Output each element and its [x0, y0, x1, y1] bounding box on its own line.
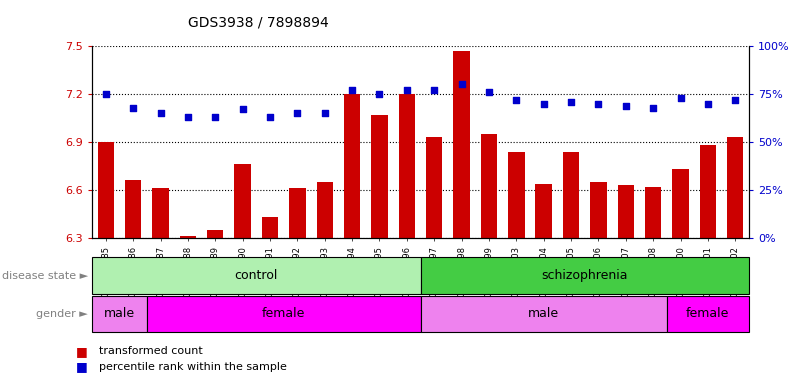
Text: female: female — [262, 308, 305, 320]
Point — [127, 104, 139, 111]
Bar — [453, 51, 469, 238]
Point — [702, 101, 714, 107]
Bar — [98, 142, 114, 238]
Bar — [372, 115, 388, 238]
Point — [592, 101, 605, 107]
Point — [537, 101, 550, 107]
Bar — [563, 152, 579, 238]
Bar — [508, 152, 525, 238]
Point — [182, 114, 195, 120]
Text: control: control — [235, 269, 278, 282]
Bar — [179, 237, 196, 238]
Bar — [618, 185, 634, 238]
Point — [373, 91, 386, 97]
Point — [619, 103, 632, 109]
Text: gender ►: gender ► — [36, 309, 88, 319]
Bar — [207, 230, 223, 238]
Text: percentile rank within the sample: percentile rank within the sample — [99, 362, 287, 372]
Bar — [481, 134, 497, 238]
Bar — [645, 187, 662, 238]
Bar — [535, 184, 552, 238]
Text: schizophrenia: schizophrenia — [541, 269, 628, 282]
Bar — [672, 169, 689, 238]
Bar — [235, 164, 251, 238]
Point — [99, 91, 112, 97]
Bar — [289, 189, 306, 238]
Point — [455, 81, 468, 88]
Text: ■: ■ — [76, 360, 88, 373]
Point — [510, 97, 523, 103]
Point — [400, 87, 413, 93]
Text: male: male — [528, 308, 559, 320]
Text: male: male — [104, 308, 135, 320]
Text: disease state ►: disease state ► — [2, 270, 88, 281]
Point — [428, 87, 441, 93]
Bar — [426, 137, 442, 238]
Point — [674, 95, 687, 101]
Bar — [125, 180, 142, 238]
Bar — [399, 94, 415, 238]
Point — [291, 110, 304, 116]
Point — [209, 114, 222, 120]
Bar — [700, 145, 716, 238]
Text: GDS3938 / 7898894: GDS3938 / 7898894 — [188, 15, 329, 29]
Bar — [344, 94, 360, 238]
Bar — [727, 137, 743, 238]
Bar — [590, 182, 606, 238]
Point — [264, 114, 276, 120]
Point — [565, 99, 578, 105]
Bar — [262, 217, 278, 238]
Point — [318, 110, 331, 116]
Point — [346, 87, 359, 93]
Bar — [316, 182, 333, 238]
Point — [154, 110, 167, 116]
Point — [482, 89, 495, 95]
Point — [729, 97, 742, 103]
Text: transformed count: transformed count — [99, 346, 203, 356]
Text: ■: ■ — [76, 345, 88, 358]
Text: female: female — [686, 308, 730, 320]
Bar — [152, 189, 169, 238]
Point — [646, 104, 659, 111]
Point — [236, 106, 249, 113]
